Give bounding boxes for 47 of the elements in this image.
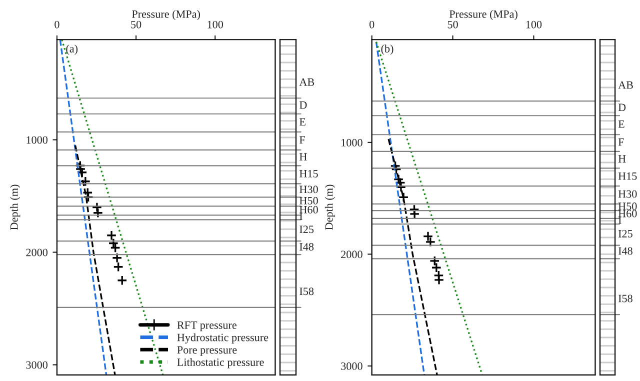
ref-line-label: I25 (618, 230, 632, 238)
ref-line-label: H15 (300, 170, 318, 178)
legend-label: RFT pressure (177, 321, 236, 332)
ref-line-label: F (300, 136, 305, 144)
ref-line-label: I58 (300, 288, 314, 296)
ref-line-label: I25 (300, 226, 314, 234)
legend-label: Lithostatic pressure (177, 358, 264, 368)
x-tick-label: 0 (54, 20, 60, 28)
x-axis-title: Pressure (MPa) (132, 10, 200, 20)
ref-line-label: I (618, 216, 622, 224)
y-tick-label: 2000 (341, 250, 362, 258)
y-tick-label: 3000 (26, 361, 48, 369)
x-axis-title: Pressure (MPa) (449, 10, 518, 20)
ref-line-label: H60 (618, 210, 637, 218)
ref-line-label: H30 (300, 186, 318, 194)
annotation: (a) (66, 44, 78, 55)
ref-line-label: H15 (618, 172, 637, 180)
legend-label: Hydrostatic pressure (177, 333, 268, 344)
ref-line-label: I58 (618, 294, 632, 302)
ref-line-label: H50 (300, 196, 318, 204)
ref-line-label: H (300, 153, 307, 160)
annotation: (b) (381, 44, 394, 55)
ref-line-label: D (300, 101, 307, 109)
ref-line-label: AB (299, 78, 314, 86)
y-tick-label: 2000 (26, 248, 48, 256)
ref-line-label: H60 (300, 206, 318, 214)
x-tick-label: 50 (448, 20, 458, 28)
x-tick-label: 0 (369, 20, 374, 28)
legend-label: Pore pressure (177, 346, 237, 356)
y-axis-title: Depth (m) (10, 184, 20, 230)
y-axis-title: Depth (m) (324, 184, 336, 230)
y-tick-label: 1000 (26, 136, 48, 144)
ref-line-label: D (618, 104, 626, 112)
ref-line-label: H50 (618, 202, 637, 210)
ref-line-label: AB (618, 81, 633, 89)
x-tick-label: 100 (526, 20, 542, 28)
ref-line-label: I48 (300, 243, 314, 251)
x-tick-label: 100 (208, 20, 224, 28)
x-tick-label: 50 (131, 20, 142, 28)
ref-line-label: H30 (618, 190, 637, 198)
ref-line-label: E (618, 120, 624, 128)
y-tick-label: 1000 (342, 138, 362, 146)
y-tick-label: 3000 (341, 362, 362, 370)
ref-line-label: H (618, 155, 626, 162)
ref-line-label: F (618, 138, 624, 146)
ref-line-label: I48 (618, 247, 632, 255)
ref-line-label: E (300, 118, 306, 126)
